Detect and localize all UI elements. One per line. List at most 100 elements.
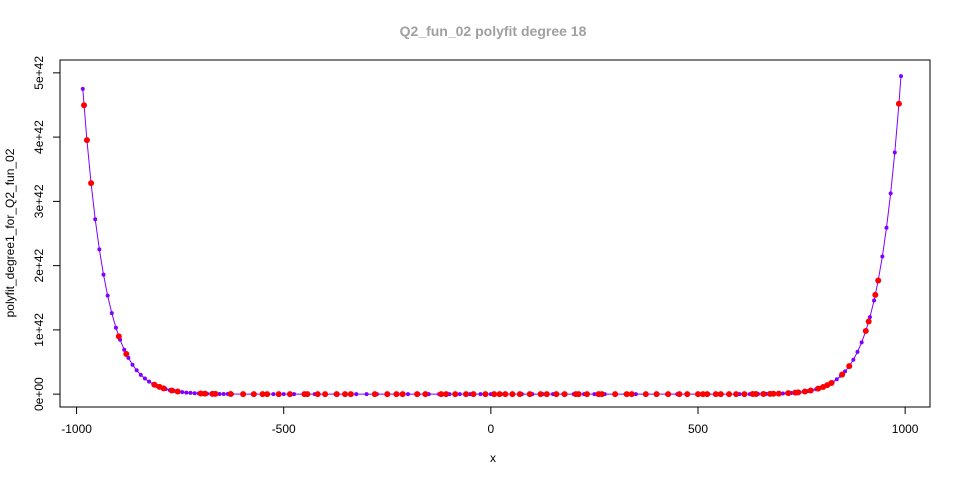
observation-point [699,391,706,398]
observation-point [168,387,175,394]
observation-point [712,391,719,398]
fit-point [364,392,369,397]
fit-point [97,247,102,252]
observation-point [875,277,882,284]
fit-point [105,293,110,298]
observation-point [509,391,516,398]
fit-point [592,392,597,397]
observation-point [443,391,450,398]
fit-point [134,368,139,373]
observation-point [516,391,523,398]
observation-point [160,385,167,392]
observation-point [753,391,759,398]
observation-point [482,391,489,398]
observation-point [151,381,158,388]
observation-point [371,391,378,398]
fit-point [93,217,98,222]
fit-point [138,372,143,377]
fit-point [834,377,839,382]
observation-point [83,137,90,144]
fit-point [180,390,185,395]
observation-point [704,391,711,398]
fit-point [130,362,135,367]
observation-point [304,391,311,398]
observation-point [846,363,853,370]
observation-point [561,391,568,398]
x-axis-label: x [490,451,496,465]
observation-point [470,391,477,398]
observation-point [575,391,582,398]
fit-point [192,391,197,396]
fit-point [354,392,359,397]
observation-point [828,379,835,386]
observation-point [537,391,544,398]
fit-point [478,392,483,397]
fit-point [867,315,872,320]
fit-point [780,391,785,396]
observation-point [250,391,257,398]
fit-point [872,298,877,303]
observation-point [438,391,445,398]
observation-point [895,100,902,107]
observation-point [452,391,459,398]
y-axis: 0e+00 1e+42 2e+42 3e+42 4e+42 5e+42 [32,56,61,411]
observation-point [491,391,498,398]
observation-point [872,291,879,298]
fit-point [859,340,864,345]
observation-point [333,391,340,398]
observation-point [526,391,533,398]
observation-point [726,391,733,398]
observation-point [801,388,808,395]
fit-point [147,379,152,384]
observation-point [399,391,406,398]
observation-point [553,391,560,398]
y-tick-label: 5e+42 [32,56,46,90]
observation-point [496,391,503,398]
fit-point [101,272,106,277]
fit-point [221,391,226,396]
observation-point [502,391,509,398]
observation-point [795,389,802,396]
y-tick-label: 0e+00 [32,377,46,411]
observation-point [342,391,349,398]
x-tick-label: 0 [488,422,495,436]
observation-point [623,391,630,398]
y-axis-label: polyfit_degree1_for_Q2_fun_02 [3,148,17,317]
fit-point [888,191,893,196]
observation-point [775,390,782,397]
observation-point [286,391,293,398]
fit-point [142,376,147,381]
observation-point [240,391,247,398]
x-tick-label: -1000 [61,422,92,436]
fit-point [80,86,85,91]
y-tick-label: 1e+42 [32,313,46,347]
observation-point [770,390,777,397]
observation-point [463,391,469,398]
y-tick-label: 4e+42 [32,120,46,154]
fit-point [633,392,638,397]
plot-frame [59,59,931,408]
observation-point [202,390,208,397]
fit-point [884,225,889,230]
fit-point [892,150,897,155]
observation-point [865,318,872,325]
observation-point [123,351,130,358]
observation-point [760,390,767,397]
observation-point [612,391,619,398]
fit-point [126,355,131,360]
fit-point [281,392,286,397]
observation-point [259,391,266,398]
fit-point [406,392,410,397]
fit-point [457,392,462,397]
observation-point [81,102,88,109]
x-axis: -1000 -500 0 500 1000 [61,406,919,436]
observation-point [384,391,391,398]
x-tick-label: -500 [272,422,296,436]
fit-point [109,311,114,316]
chart-title: Q2_fun_02 polyfit degree 18 [400,23,587,39]
observation-point [862,327,869,334]
observation-point [393,391,400,398]
observation-point [815,385,822,392]
observation-point [839,371,846,378]
